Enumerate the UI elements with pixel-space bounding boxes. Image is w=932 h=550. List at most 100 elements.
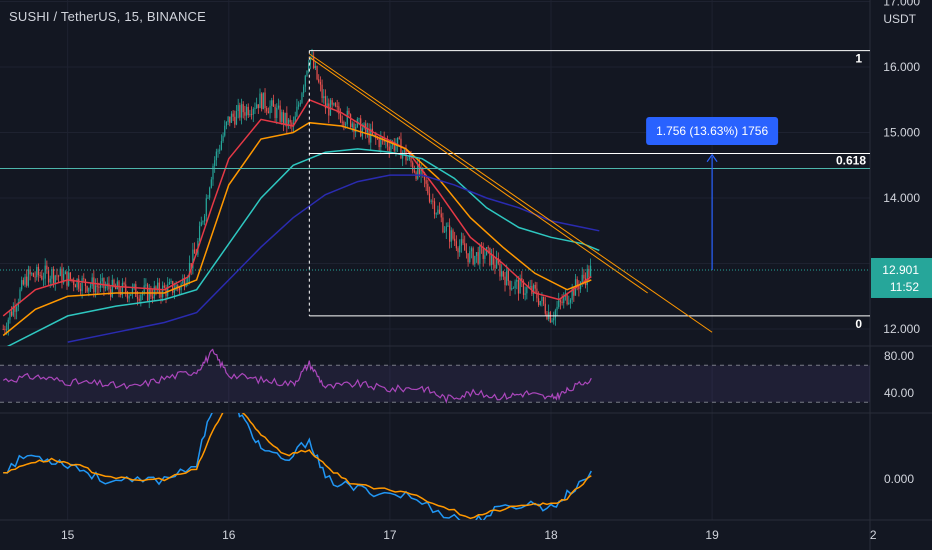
candle-body — [484, 255, 486, 259]
candle-body — [272, 100, 275, 107]
candle-body — [323, 96, 325, 99]
candle-body — [177, 285, 179, 288]
candle-body — [309, 56, 311, 65]
candle-body — [450, 230, 452, 242]
candle-body — [543, 296, 545, 304]
candle-body — [148, 288, 150, 301]
candle-body — [88, 287, 90, 292]
candle-body — [393, 141, 395, 151]
candle-body — [264, 92, 266, 109]
candle-body — [230, 113, 233, 123]
candle-body — [16, 306, 18, 312]
price-axis-tick: 12.000 — [883, 322, 920, 336]
candle-body — [339, 114, 342, 122]
time-axis-tick: 19 — [705, 528, 719, 542]
candle-body — [449, 225, 451, 242]
candle-body — [235, 111, 238, 125]
candle-body — [465, 250, 468, 254]
candle-body — [350, 114, 352, 128]
candle-body — [212, 165, 214, 180]
candle-body — [193, 249, 196, 254]
candle-body — [539, 300, 541, 305]
candle-body — [499, 263, 501, 277]
fib-label-0618: 0.618 — [836, 153, 866, 167]
candle-body — [41, 275, 43, 280]
candle-body — [316, 66, 318, 80]
candle-body — [91, 277, 93, 286]
candle-body — [343, 122, 345, 126]
trendline — [309, 53, 713, 333]
candle-body — [479, 246, 481, 264]
candle-body — [22, 280, 24, 285]
candle-body — [281, 112, 283, 122]
candle-body — [209, 187, 211, 198]
candle-body — [140, 295, 142, 301]
candle-body — [286, 112, 288, 127]
candle-body — [59, 268, 61, 277]
candle-body — [457, 248, 459, 253]
candle-body — [68, 272, 70, 286]
candle-body — [579, 281, 582, 290]
candle-body — [360, 118, 362, 137]
candle-body — [267, 111, 269, 114]
candle-body — [509, 280, 511, 290]
candle-body — [66, 271, 68, 286]
candle-body — [482, 247, 484, 259]
candle-body — [568, 302, 570, 305]
candle-body — [407, 159, 409, 161]
candle-body — [229, 116, 231, 123]
candle-body — [433, 201, 436, 215]
candle-body — [386, 141, 389, 147]
time-axis-tick: 17 — [383, 528, 397, 542]
candle-body — [37, 266, 40, 276]
candle-body — [299, 102, 301, 105]
macd-axis-tick: 0.000 — [884, 472, 914, 486]
candle-body — [541, 296, 543, 301]
candle-body — [497, 258, 499, 264]
candle-body — [427, 183, 429, 194]
rsi-line — [2, 348, 592, 404]
candle-body — [459, 245, 461, 253]
candle-body — [138, 298, 140, 301]
candle-body — [348, 110, 350, 115]
candle-body — [462, 239, 464, 244]
rsi-axis-tick: 80.00 — [884, 349, 914, 363]
candle-body — [440, 213, 442, 218]
candle-body — [511, 288, 513, 290]
macd-line — [3, 413, 592, 520]
candle-body — [274, 106, 276, 118]
ema-line-teal — [6, 148, 600, 346]
candle-body — [239, 105, 241, 118]
candle-body — [403, 149, 405, 153]
candle-body — [502, 271, 504, 277]
candle-body — [477, 252, 479, 264]
candle-body — [346, 110, 348, 125]
candle-body — [455, 241, 457, 249]
measure-label: 1.756 (13.63%) 1756 — [656, 124, 768, 138]
candle-body — [494, 264, 496, 269]
candle-body — [79, 288, 82, 292]
candle-body — [96, 285, 98, 287]
candle-body — [437, 209, 439, 214]
candle-body — [559, 300, 561, 302]
candle-body — [222, 135, 224, 142]
candle-body — [469, 251, 471, 263]
candle-body — [338, 106, 340, 115]
candle-body — [259, 93, 261, 109]
candle-body — [234, 116, 236, 125]
candle-body — [98, 286, 100, 288]
candle-body — [376, 138, 379, 139]
candle-body — [395, 145, 397, 151]
candle-body — [71, 279, 73, 280]
candle-body — [442, 217, 444, 233]
candle-body — [32, 273, 35, 277]
candle-body — [566, 293, 568, 305]
candle-body — [556, 306, 558, 311]
candle-body — [490, 254, 493, 266]
candle-body — [123, 282, 125, 285]
candle-body — [11, 311, 13, 316]
candle-body — [287, 119, 290, 127]
candle-body — [571, 287, 573, 300]
candle-body — [351, 123, 353, 128]
